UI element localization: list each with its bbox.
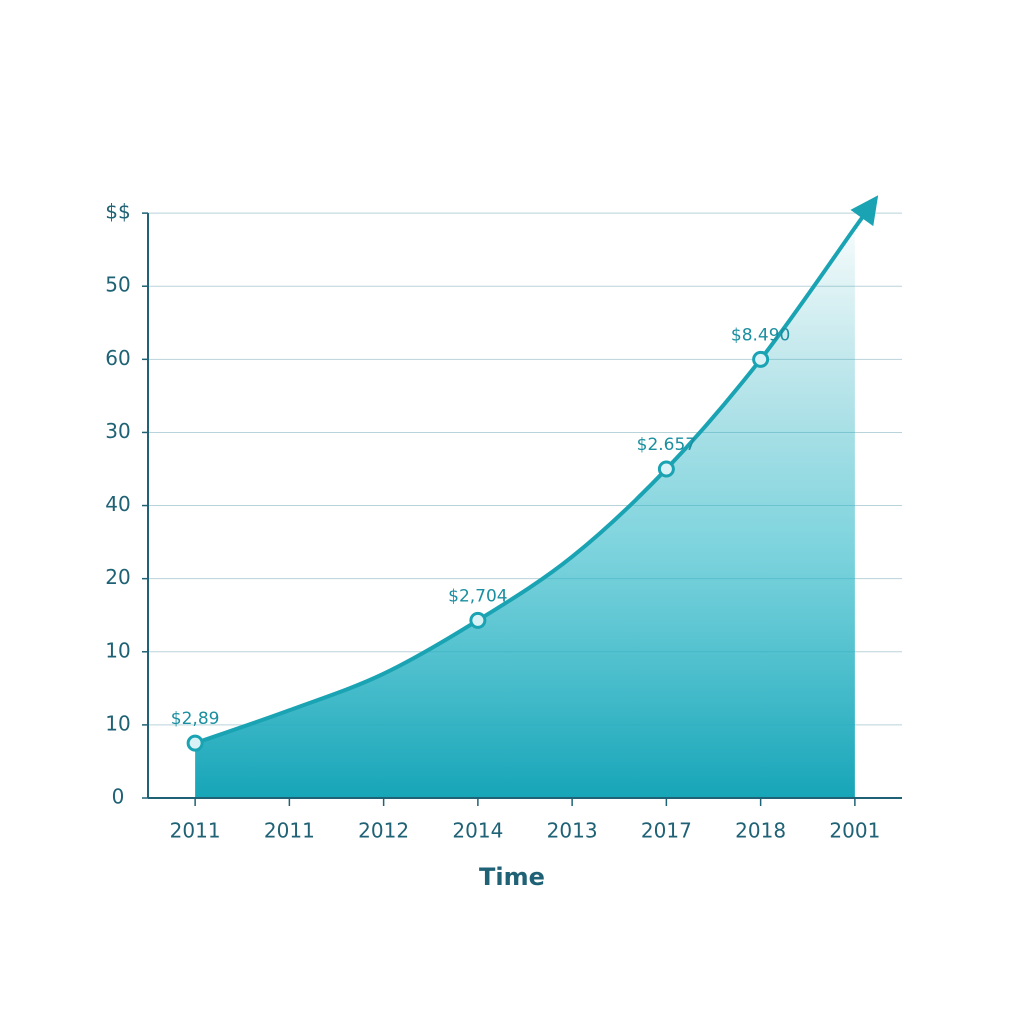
y-tick-label: 0 <box>112 785 125 809</box>
y-tick-label: 20 <box>105 565 130 589</box>
data-point <box>186 734 204 752</box>
x-tick-label: 2017 <box>641 819 692 843</box>
x-tick-label: 2013 <box>547 819 598 843</box>
y-tick-label: 10 <box>105 638 130 662</box>
y-tick-label: 50 <box>105 273 130 297</box>
x-tick-label: 2001 <box>829 819 880 843</box>
y-tick-label: $$ <box>105 200 130 224</box>
y-tick-label: 30 <box>105 419 130 443</box>
area <box>195 227 855 798</box>
y-tick-label: 40 <box>105 492 130 516</box>
y-tick-label: 10 <box>105 711 130 735</box>
y-tick-label: 60 <box>105 346 130 370</box>
x-tick-label: 2011 <box>264 819 315 843</box>
x-tick-label: 2011 <box>170 819 221 843</box>
x-tick-label: 2018 <box>735 819 786 843</box>
data-point <box>469 611 487 629</box>
x-axis-title: Time <box>479 863 545 891</box>
point-label: $2,704 <box>448 586 507 606</box>
x-tick-label: 2012 <box>358 819 409 843</box>
x-tick-label: 2014 <box>452 819 503 843</box>
data-point <box>657 460 675 478</box>
arrowhead <box>850 195 879 227</box>
data-point <box>752 350 770 368</box>
point-label: $2,89 <box>171 709 220 729</box>
point-label: $8.490 <box>731 325 790 345</box>
point-label: $2.657 <box>637 435 696 455</box>
